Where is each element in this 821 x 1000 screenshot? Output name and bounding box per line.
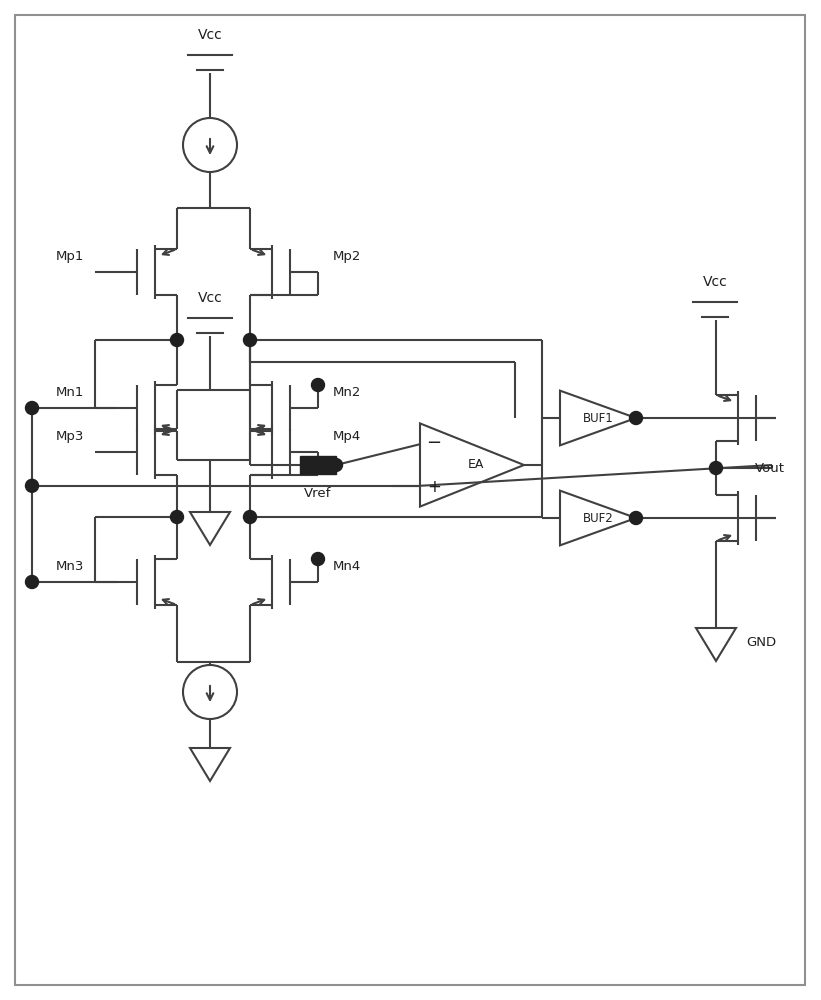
Circle shape (311, 552, 324, 566)
Circle shape (25, 401, 39, 414)
Circle shape (329, 458, 342, 472)
Text: −: − (426, 434, 442, 452)
Text: Vcc: Vcc (703, 275, 727, 289)
Text: Vcc: Vcc (198, 291, 222, 305)
Text: Mp4: Mp4 (333, 430, 361, 443)
Text: Mn1: Mn1 (56, 386, 85, 399)
Circle shape (244, 510, 256, 524)
Text: Mp1: Mp1 (56, 250, 85, 263)
Text: Vcc: Vcc (198, 28, 222, 42)
Circle shape (25, 479, 39, 492)
Text: Mn2: Mn2 (333, 386, 361, 399)
Text: Mn4: Mn4 (333, 560, 361, 573)
Circle shape (171, 334, 184, 347)
Circle shape (25, 576, 39, 588)
Text: GND: GND (746, 636, 776, 649)
Text: Vout: Vout (755, 462, 785, 475)
Text: Mn3: Mn3 (56, 560, 85, 573)
Circle shape (171, 510, 184, 524)
Circle shape (244, 334, 256, 347)
Text: BUF1: BUF1 (583, 412, 613, 424)
Circle shape (630, 412, 643, 424)
Circle shape (630, 512, 643, 524)
Text: Vref: Vref (305, 487, 332, 500)
Circle shape (709, 462, 722, 475)
Text: Mp3: Mp3 (56, 430, 85, 443)
Text: Mp2: Mp2 (333, 250, 361, 263)
Text: EA: EA (468, 458, 484, 472)
Text: BUF2: BUF2 (583, 512, 613, 524)
Circle shape (311, 378, 324, 391)
Text: +: + (427, 478, 441, 496)
Bar (300, 456, 336, 474)
